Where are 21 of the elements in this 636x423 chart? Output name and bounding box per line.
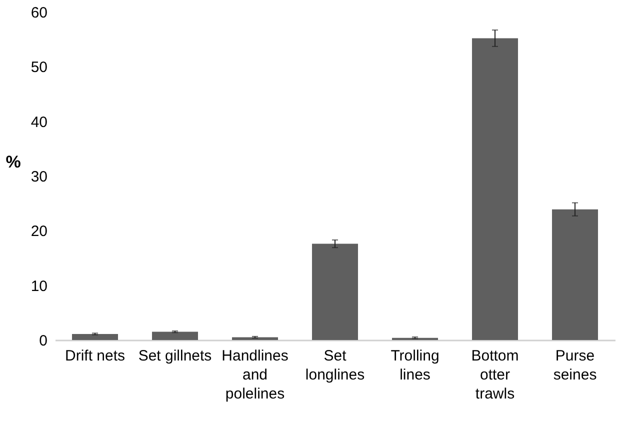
y-tick-label: 60 [30, 4, 48, 22]
x-tick-label: Purse seines [553, 348, 597, 384]
x-tick-label: Set gillnets [138, 348, 212, 364]
y-tick-label: 0 [39, 332, 48, 350]
y-tick-label: 40 [30, 114, 48, 131]
x-tick-label: Bottom otter trawls [471, 348, 519, 402]
y-tick-label: 20 [30, 223, 48, 240]
bar [232, 337, 278, 340]
bar [472, 38, 518, 340]
bar [152, 332, 198, 340]
y-tick-label: 10 [30, 278, 48, 295]
bar [552, 209, 598, 340]
x-tick-label: Drift nets [64, 348, 126, 364]
x-tick-label: Handlines and polelines [222, 348, 288, 402]
x-tick-label: Set longlines [305, 348, 365, 384]
bar [72, 334, 118, 340]
x-tick-label: Trolling lines [390, 348, 440, 384]
bar [312, 244, 358, 340]
y-axis-title: % [6, 152, 21, 172]
y-tick-label: 50 [30, 59, 48, 76]
y-tick-label: 30 [30, 168, 48, 186]
